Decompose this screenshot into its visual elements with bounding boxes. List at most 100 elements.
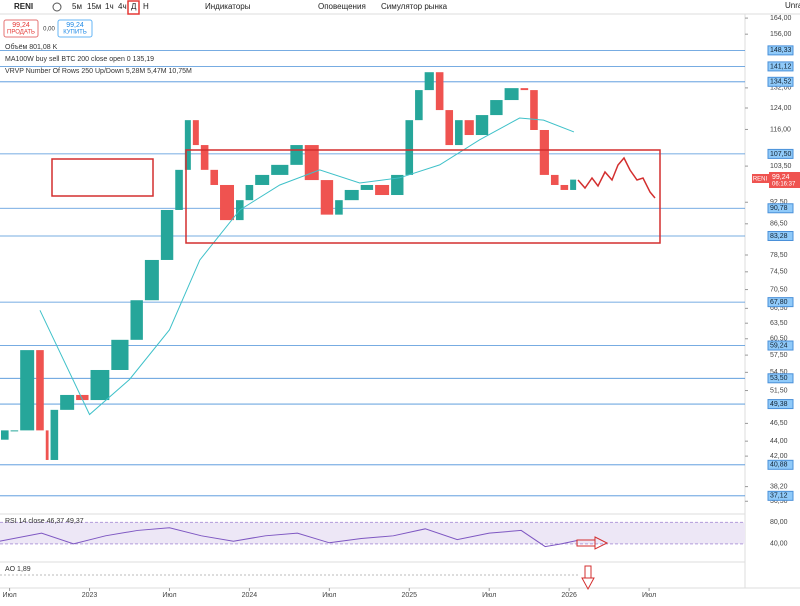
price-candle — [90, 369, 110, 401]
x-tick-label: Июл — [322, 592, 336, 599]
level-label-bg — [767, 148, 794, 159]
y-tick-label: 103,50 — [770, 163, 792, 170]
level-label-bg — [767, 399, 794, 410]
level-label: 53,50 — [770, 375, 788, 382]
price-candle — [405, 120, 414, 175]
level-label-bg — [767, 61, 794, 72]
price-candle — [271, 164, 289, 175]
price-candle — [10, 430, 19, 432]
indicators-button[interactable]: Индикаторы — [205, 2, 251, 11]
price-candle — [344, 189, 359, 201]
alerts-button[interactable]: Оповещения — [318, 2, 366, 11]
level-label-bg — [767, 230, 794, 241]
level-label-bg — [767, 76, 794, 87]
y-tick-label: 63,50 — [770, 320, 788, 327]
interval[interactable]: Н — [143, 2, 149, 11]
interval[interactable]: 1ч — [105, 2, 114, 11]
level-label: 49,38 — [770, 401, 788, 408]
price-candle — [111, 339, 129, 370]
y-tick-label: 66,50 — [770, 305, 788, 312]
price-candle — [320, 180, 334, 215]
arrow-down — [584, 565, 592, 579]
level-label: 83,28 — [770, 233, 788, 240]
price-candle — [415, 90, 423, 121]
y-tick-label: 36,50 — [770, 498, 788, 505]
account[interactable]: Unra — [785, 1, 800, 10]
legend-ma: MA100W buy sell BTC 200 close open 0 135… — [5, 56, 154, 63]
y-tick-label: 46,50 — [770, 420, 788, 427]
interval[interactable]: 15м — [87, 2, 101, 11]
price-candle — [200, 145, 209, 170]
y-tick-label: 116,00 — [770, 126, 791, 133]
price-candle — [520, 88, 529, 91]
y-tick-label: 92,50 — [770, 199, 788, 206]
sell-price: 99,24 — [12, 22, 30, 29]
price-candle — [220, 184, 235, 221]
level-label-bg — [767, 340, 794, 351]
y-tick-label: 44,00 — [770, 438, 788, 445]
y-tick-label: 38,20 — [770, 483, 788, 490]
buy-button[interactable] — [57, 19, 93, 38]
price-candle — [184, 120, 191, 170]
price-candle — [375, 184, 390, 196]
level-label: 37,12 — [770, 493, 788, 500]
x-tick-label: 2026 — [561, 592, 577, 599]
y-tick-label: 156,00 — [770, 31, 792, 38]
legend-vrvp: VRVP Number Of Rows 250 Up/Down 5,28M 5,… — [5, 68, 192, 75]
price-candle — [550, 174, 559, 185]
rsi-line — [0, 527, 578, 548]
price-candle — [570, 179, 577, 190]
y-tick-label: 57,50 — [770, 352, 788, 359]
x-tick-label: Июл — [2, 592, 16, 599]
level-label: 90,78 — [770, 205, 788, 212]
x-tick-label: Июл — [162, 592, 176, 599]
interval[interactable]: 4ч — [118, 2, 127, 11]
ma-line — [39, 117, 575, 416]
arrow-right-head — [594, 536, 609, 550]
y-tick-label: 51,50 — [770, 387, 788, 394]
y-tick-label: 164,00 — [770, 15, 792, 22]
price-candle — [76, 394, 89, 401]
price-candle — [435, 72, 444, 111]
price-candle — [245, 184, 254, 201]
price-candle — [539, 129, 549, 175]
level-label-bg — [767, 297, 794, 308]
price-tag-symbol-bg — [752, 174, 769, 183]
price-candle — [290, 145, 303, 165]
symbol[interactable]: RENI — [14, 2, 33, 11]
interval[interactable]: 5м — [72, 2, 82, 11]
replay-button[interactable]: Симулятор рынка — [381, 2, 448, 11]
level-label: 40,88 — [770, 462, 788, 469]
price-tag-bg — [769, 172, 800, 188]
rsi-tick-label: 40,00 — [770, 541, 788, 548]
level-label: 107,50 — [770, 151, 792, 158]
x-tick-label: Июл — [482, 592, 496, 599]
price-candle — [475, 115, 489, 136]
toolbar — [0, 0, 800, 14]
price-candle — [20, 350, 35, 431]
y-tick-label: 78,50 — [770, 252, 788, 259]
price-candle — [455, 120, 463, 146]
price-candle — [445, 110, 454, 146]
y-tick-label: 86,50 — [770, 221, 788, 228]
price-candle — [1, 430, 9, 440]
level-label-bg — [767, 490, 794, 501]
sell-button[interactable] — [3, 19, 39, 38]
price-candle — [175, 169, 183, 210]
price-candle — [560, 184, 569, 190]
buy-price: 99,24 — [66, 22, 84, 29]
level-label: 141,12 — [770, 63, 792, 70]
price-candle — [504, 88, 519, 101]
level-label: 148,33 — [770, 47, 792, 54]
add-symbol[interactable] — [52, 2, 62, 12]
price-candle — [360, 184, 374, 190]
y-tick-label: 60,50 — [770, 336, 788, 343]
ao-title: AO 1,89 — [5, 566, 31, 573]
price-tag-timer: 06:16:37 — [772, 182, 796, 188]
price-candle — [490, 100, 503, 116]
level-label-bg — [767, 203, 794, 214]
level-label-bg — [767, 45, 794, 56]
interval[interactable]: Д — [131, 2, 137, 11]
